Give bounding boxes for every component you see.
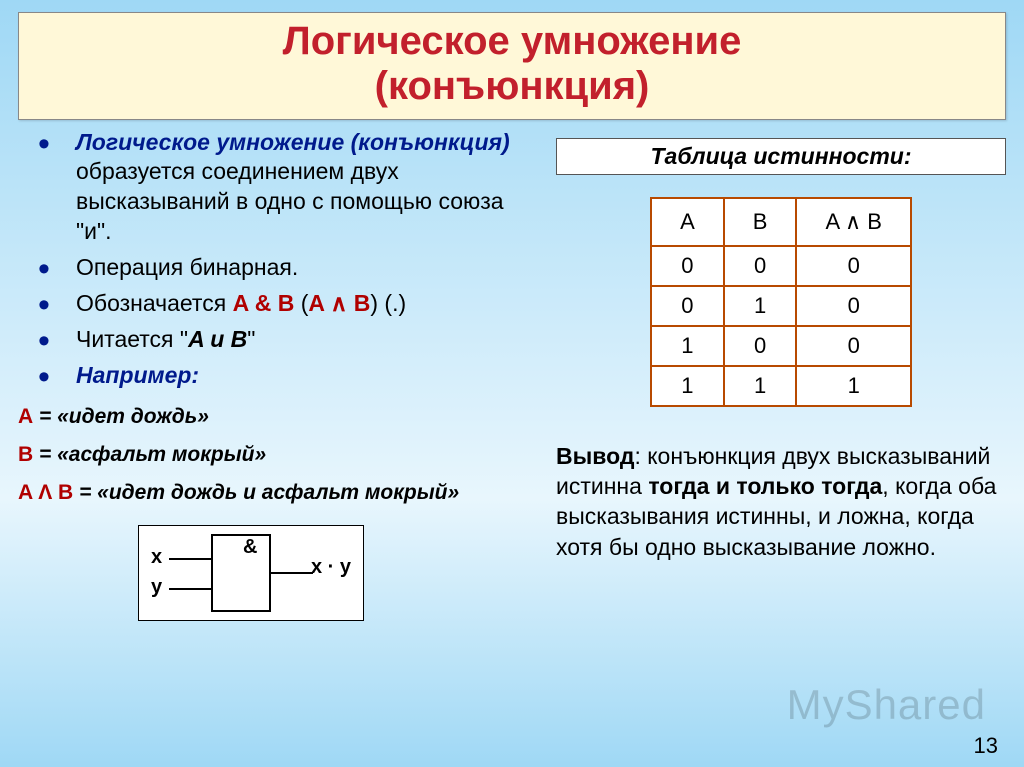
- table-cell: 1: [651, 326, 724, 366]
- bullet-text: Обозначается: [76, 290, 233, 316]
- bullet-item: Например:: [24, 361, 528, 391]
- truth-table-body: 0 0 0 0 1 0 1 0 0 1: [651, 246, 911, 406]
- watermark: MyShared: [787, 681, 986, 729]
- conclusion-lead: Вывод: [556, 443, 634, 469]
- gate-wire: [169, 588, 211, 590]
- example-text: = «идет дождь»: [33, 405, 209, 428]
- bullet-text: образуется соединением двух высказываний…: [76, 158, 504, 244]
- slide: Логическое умножение (конъюнкция) Логиче…: [0, 0, 1024, 767]
- bullet-bold: A и B: [188, 326, 247, 352]
- gate-in2-label: y: [151, 576, 162, 599]
- table-cell: 0: [796, 246, 910, 286]
- truth-table-head: A B A ∧ B: [651, 198, 911, 246]
- table-cell: 0: [724, 326, 797, 366]
- conclusion-block: Вывод: конъюнкция двух высказываний исти…: [556, 441, 1006, 562]
- bullet-text: ) (.): [370, 290, 406, 316]
- example-text: = «асфальт мокрый»: [33, 443, 266, 466]
- truth-table: A B A ∧ B 0 0 0 0 1 0: [650, 197, 912, 407]
- bullet-bold-prefix: Логическое умножение (конъюнкция): [76, 129, 510, 155]
- table-row: 1 0 0: [651, 326, 911, 366]
- example-var: B: [18, 443, 33, 466]
- table-cell: 0: [651, 286, 724, 326]
- bullet-text: ": [247, 326, 255, 352]
- bullet-bold: Например:: [76, 362, 199, 388]
- table-row: A B A ∧ B: [651, 198, 911, 246]
- conclusion-bold: тогда и только тогда: [648, 473, 882, 499]
- gate-symbol: &: [243, 536, 257, 559]
- table-cell: 1: [796, 366, 910, 406]
- bullet-text: (: [294, 290, 308, 316]
- example-var: A: [18, 405, 33, 428]
- example-line: A Λ B = «идет дождь и асфальт мокрый»: [18, 481, 528, 505]
- gate-in1-label: x: [151, 546, 162, 569]
- bullet-item: Обозначается A & B (A ∧ B) (.): [24, 289, 528, 319]
- title-bar: Логическое умножение (конъюнкция): [18, 12, 1006, 120]
- right-column: Таблица истинности: A B A ∧ B 0 0 0: [556, 128, 1006, 626]
- table-cell: 0: [796, 286, 910, 326]
- page-number: 13: [974, 733, 998, 759]
- table-header-cell: A: [651, 198, 724, 246]
- truth-table-caption: Таблица истинности:: [556, 138, 1006, 175]
- notation-text: A ∧ B: [308, 290, 370, 316]
- gate-rect: [211, 534, 271, 612]
- logic-gate-diagram: & x y x · y: [138, 525, 364, 621]
- table-cell: 1: [651, 366, 724, 406]
- table-row: 0 1 0: [651, 286, 911, 326]
- bullet-item: Логическое умножение (конъюнкция) образу…: [24, 128, 528, 248]
- gate-wire: [169, 558, 211, 560]
- table-header-cell: B: [724, 198, 797, 246]
- bullet-item: Операция бинарная.: [24, 253, 528, 283]
- title-line2: (конъюнкция): [375, 64, 650, 108]
- gate-inner: & x y x · y: [151, 534, 351, 612]
- bullet-item: Читается "A и B": [24, 325, 528, 355]
- table-cell: 0: [724, 246, 797, 286]
- left-column: Логическое умножение (конъюнкция) образу…: [18, 128, 528, 626]
- example-var: A Λ B: [18, 481, 73, 504]
- bullet-text: Операция бинарная.: [76, 254, 298, 280]
- example-text: = «идет дождь и асфальт мокрый»: [73, 481, 459, 504]
- table-cell: 1: [724, 286, 797, 326]
- notation-text: A & B: [233, 290, 295, 316]
- bullet-text: Читается ": [76, 326, 188, 352]
- bullet-list: Логическое умножение (конъюнкция) образу…: [18, 128, 528, 391]
- table-row: 0 0 0: [651, 246, 911, 286]
- example-line: A = «идет дождь»: [18, 405, 528, 429]
- table-cell: 0: [651, 246, 724, 286]
- table-row: 1 1 1: [651, 366, 911, 406]
- table-header-cell: A ∧ B: [796, 198, 910, 246]
- gate-out-label: x · y: [301, 556, 361, 579]
- table-cell: 1: [724, 366, 797, 406]
- content-columns: Логическое умножение (конъюнкция) образу…: [18, 128, 1006, 626]
- example-line: B = «асфальт мокрый»: [18, 443, 528, 467]
- title-line1: Логическое умножение: [283, 19, 742, 63]
- examples-block: A = «идет дождь» B = «асфальт мокрый» A …: [18, 405, 528, 505]
- slide-title: Логическое умножение (конъюнкция): [23, 19, 1001, 109]
- table-cell: 0: [796, 326, 910, 366]
